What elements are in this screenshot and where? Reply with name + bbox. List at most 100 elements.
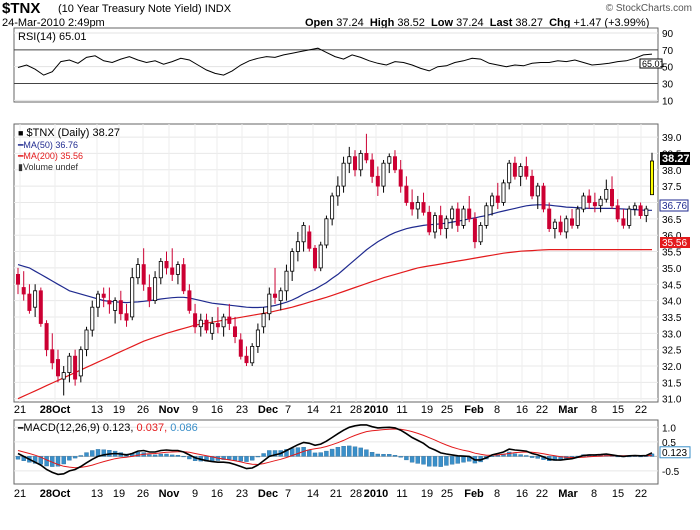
x-tick-label: 13 — [91, 488, 103, 500]
candle-body — [352, 156, 357, 171]
x-tick-label: 22 — [635, 404, 647, 416]
macd-frame — [13, 419, 659, 485]
volume-legend: ▮Volume undef — [18, 162, 78, 172]
rsi-tag-box — [639, 58, 663, 69]
candle-body — [250, 345, 255, 364]
candle-body — [181, 264, 186, 292]
ma50-legend: ━MA(50) 36.76 — [17, 140, 78, 150]
candle-body — [575, 208, 580, 226]
ma200-tag-box — [660, 237, 690, 248]
candle-body — [244, 355, 249, 364]
price-tick-label: 35.0 — [662, 264, 682, 275]
candle-body — [15, 273, 20, 285]
candle-body — [295, 241, 300, 252]
candle-body — [375, 175, 380, 187]
rsi-panel: RSI(14) 65.01 90 70 50 30 10 65.01 — [13, 27, 674, 107]
candle-body — [490, 195, 495, 207]
x-tick-label: 7 — [285, 488, 291, 500]
macd-hist-bar — [164, 453, 169, 457]
x-tick-label: 8 — [591, 404, 597, 416]
candle-body — [272, 293, 277, 298]
macd-hist-bar — [364, 449, 369, 457]
macd-hist-bar — [438, 456, 443, 467]
macd-hist-bar — [90, 450, 95, 457]
x-tick-label: 22 — [536, 404, 548, 416]
candle-body — [478, 224, 483, 243]
candle-body — [27, 293, 32, 311]
candle-body — [204, 319, 209, 331]
macd-hist-bar — [335, 447, 341, 457]
macd-hist-bar — [175, 455, 181, 457]
macd-hist-bar — [392, 455, 398, 457]
x-tick-label: 13 — [91, 404, 103, 416]
macd-hist-bar — [78, 455, 84, 457]
macd-hist-bar — [84, 452, 89, 457]
macd-hist-bar — [461, 456, 466, 463]
macd-hist-bar — [312, 452, 318, 457]
rsi-line — [17, 47, 653, 76]
macd-signal-value: 0.037, — [137, 422, 168, 434]
candle-body — [198, 319, 203, 328]
x-tick-label: 22 — [635, 488, 647, 500]
candle-body — [232, 326, 237, 337]
candle-body — [450, 208, 455, 220]
rsi-tick-label: 90 — [662, 29, 674, 40]
candle-body — [461, 208, 466, 226]
rsi-label: RSI(14) 65.01 — [18, 31, 86, 43]
rsi-tag: 65.01 — [642, 59, 665, 69]
macd-hist-bar — [409, 456, 415, 463]
macd-hist-bar — [421, 456, 426, 465]
macd-hist-bar — [15, 456, 21, 460]
macd-hist-bar — [444, 456, 449, 466]
price-tick-label: 35.5 — [662, 248, 682, 259]
macd-hist-bar — [455, 456, 460, 464]
macd-line — [17, 424, 653, 476]
candle-body — [261, 313, 266, 328]
candle-body — [570, 218, 575, 226]
price-tick-label: 38.0 — [662, 166, 682, 177]
candle-body — [335, 185, 340, 197]
x-tick-label: 28 — [350, 404, 362, 416]
macd-label: ━MACD(12,26,9) 0.123, 0.037, 0.086 — [17, 422, 198, 434]
macd-hist-bar — [249, 456, 255, 461]
ma50-tag-box — [659, 199, 689, 212]
x-tick-label: 21 — [330, 488, 342, 500]
credit-link[interactable]: © StockCharts.com — [605, 3, 692, 14]
candle-body — [455, 208, 460, 226]
x-tick-label: Nov — [159, 404, 181, 416]
price-tick-label: 39.0 — [662, 133, 682, 144]
x-tick-label: 21 — [330, 404, 342, 416]
rsi-frame — [13, 27, 659, 103]
macd-hist-bar — [221, 456, 226, 460]
candle-body — [312, 247, 317, 269]
candle-body — [175, 264, 180, 275]
price-label: ■ $TNX (Daily) 38.27 — [18, 127, 120, 139]
x-tick-label: 16 — [211, 404, 223, 416]
candle-body — [255, 329, 260, 347]
change-value: +1.47 (+3.99%) — [573, 17, 650, 29]
candle-body — [610, 188, 615, 207]
x-tick-label: 19 — [421, 488, 433, 500]
macd-panel: ━MACD(12,26,9) 0.123, 0.037, 0.086 1.0 0.… — [13, 419, 691, 485]
macd-hist-bar — [358, 447, 363, 457]
candle-body — [78, 349, 83, 377]
macd-hist-value: 0.086 — [170, 422, 198, 434]
price-tick-label: 36.0 — [662, 231, 682, 242]
candle-body — [392, 156, 397, 171]
candle-body — [484, 205, 489, 226]
macd-hist-bar — [381, 454, 386, 457]
candle-body — [632, 205, 637, 210]
macd-hist-bar — [352, 446, 358, 457]
candle-body — [444, 218, 449, 230]
macd-hist-bar — [255, 456, 261, 458]
x-tick-label: 11 — [396, 488, 407, 500]
macd-hist-bar — [238, 456, 244, 462]
candle-body — [164, 260, 169, 269]
x-tick-label: 9 — [192, 488, 198, 500]
candle-body — [90, 306, 95, 331]
x-tick-label: 26 — [137, 404, 149, 416]
rsi-tick-label: 30 — [662, 80, 674, 91]
macd-hist-bar — [72, 456, 78, 459]
macd-hist-bar — [415, 456, 420, 464]
candle-body — [238, 339, 243, 357]
